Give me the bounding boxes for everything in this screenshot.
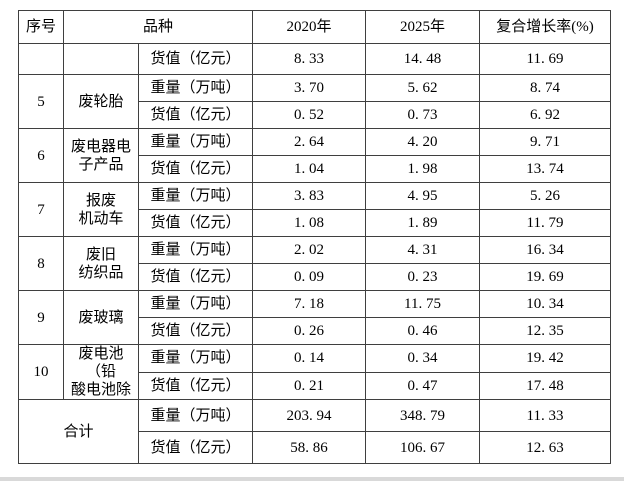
empty-serial-cell [18, 43, 64, 75]
cagr-cell: 12. 35 [479, 317, 612, 345]
cagr-cell: 16. 34 [479, 236, 612, 264]
measure-cell: 重量（万吨） [137, 74, 254, 102]
table-row-item7-weight: 7 报废 机动车 重量（万吨） 3. 83 4. 95 5. 26 [18, 182, 612, 237]
cagr-cell: 17. 48 [479, 371, 612, 400]
value-2020-cell: 8. 33 [252, 43, 367, 75]
header-2025: 2025年 [365, 10, 481, 44]
table-row-item10-weight: 10 废电池（铅 酸电池除 重量（万吨） 0. 14 0. 34 19. 42 [18, 344, 612, 400]
serial-cell: 6 [18, 128, 64, 183]
table-row-item5-weight: 5 废轮胎 重量（万吨） 3. 70 5. 62 8. 74 [18, 74, 612, 129]
recycling-forecast-table: 序号 品种 2020年 2025年 复合增长率(%) 货值（亿元） 8. 33 … [18, 10, 612, 464]
value-2020-cell: 0. 26 [252, 317, 367, 345]
value-2025-cell: 0. 23 [365, 263, 481, 291]
category-cell: 废旧 纺织品 [63, 236, 139, 291]
cagr-cell: 19. 42 [479, 344, 612, 373]
value-2020-cell: 0. 14 [252, 344, 367, 373]
table-row-item6-weight: 6 废电器电 子产品 重量（万吨） 2. 64 4. 20 9. 71 [18, 128, 612, 183]
table-row-total-value: 货值（亿元） 58. 86 106. 67 12. 63 [19, 431, 612, 464]
measure-cell: 货值（亿元） [137, 263, 254, 291]
value-2020-cell: 2. 02 [252, 236, 367, 264]
value-2025-cell: 0. 34 [365, 344, 481, 373]
table-row-item6-value: 货值（亿元） 1. 04 1. 98 13. 74 [19, 155, 612, 183]
value-2025-cell: 4. 95 [365, 182, 481, 210]
serial-cell: 9 [18, 290, 64, 345]
category-cell: 废玻璃 [63, 290, 139, 345]
value-2020-cell: 3. 83 [252, 182, 367, 210]
table-row-total-weight: 合计 重量（万吨） 203. 94 348. 79 11. 33 [18, 399, 612, 464]
value-2020-cell: 58. 86 [252, 431, 367, 464]
cagr-cell: 11. 69 [479, 43, 612, 75]
table-row-carryover: 货值（亿元） 8. 33 14. 48 11. 69 [18, 43, 612, 75]
header-variety: 品种 [62, 10, 254, 44]
value-2020-cell: 1. 08 [252, 209, 367, 237]
value-2020-cell: 0. 09 [252, 263, 367, 291]
serial-cell: 7 [18, 182, 64, 237]
cagr-cell: 10. 34 [479, 290, 612, 318]
measure-cell: 货值（亿元） [137, 371, 254, 400]
cagr-cell: 13. 74 [479, 155, 612, 183]
category-cell: 废电池（铅 酸电池除 [63, 344, 139, 400]
table-row-item10-value: 货值（亿元） 0. 21 0. 47 17. 48 [19, 371, 612, 400]
value-2025-cell: 4. 31 [365, 236, 481, 264]
table-row-item9-weight: 9 废玻璃 重量（万吨） 7. 18 11. 75 10. 34 [18, 290, 612, 345]
header-2020: 2020年 [252, 10, 367, 44]
value-2025-cell: 0. 47 [365, 371, 481, 400]
value-2020-cell: 0. 21 [252, 371, 367, 400]
measure-cell: 货值（亿元） [137, 317, 254, 345]
value-2025-cell: 0. 46 [365, 317, 481, 345]
value-2020-cell: 2. 64 [252, 128, 367, 156]
value-2020-cell: 3. 70 [252, 74, 367, 102]
table-row-item7-value: 货值（亿元） 1. 08 1. 89 11. 79 [19, 209, 612, 237]
value-2020-cell: 203. 94 [252, 399, 367, 432]
measure-cell: 货值（亿元） [137, 209, 254, 237]
value-2020-cell: 1. 04 [252, 155, 367, 183]
serial-cell: 8 [18, 236, 64, 291]
measure-cell: 重量（万吨） [137, 182, 254, 210]
cagr-cell: 11. 79 [479, 209, 612, 237]
table-row-item9-value: 货值（亿元） 0. 26 0. 46 12. 35 [19, 317, 612, 345]
measure-cell: 货值（亿元） [137, 431, 254, 464]
header-cagr: 复合增长率(%) [479, 10, 612, 44]
measure-cell: 重量（万吨） [137, 344, 254, 373]
measure-cell: 货值（亿元） [137, 101, 254, 129]
cagr-cell: 12. 63 [479, 431, 612, 464]
value-2025-cell: 348. 79 [365, 399, 481, 432]
value-2025-cell: 5. 62 [365, 74, 481, 102]
empty-category-cell [63, 43, 139, 75]
header-serial: 序号 [18, 10, 64, 44]
value-2020-cell: 7. 18 [252, 290, 367, 318]
value-2025-cell: 1. 98 [365, 155, 481, 183]
serial-cell: 5 [18, 74, 64, 129]
cagr-cell: 5. 26 [479, 182, 612, 210]
cagr-cell: 9. 71 [479, 128, 612, 156]
measure-cell: 重量（万吨） [137, 236, 254, 264]
table-row-item5-value: 货值（亿元） 0. 52 0. 73 6. 92 [19, 101, 612, 129]
category-cell: 废轮胎 [63, 74, 139, 129]
serial-cell: 10 [18, 344, 64, 400]
value-2025-cell: 11. 75 [365, 290, 481, 318]
category-cell: 废电器电 子产品 [63, 128, 139, 183]
table-row-item8-value: 货值（亿元） 0. 09 0. 23 19. 69 [19, 263, 612, 291]
total-label-cell: 合计 [18, 399, 139, 464]
cagr-cell: 8. 74 [479, 74, 612, 102]
value-2025-cell: 14. 48 [365, 43, 481, 75]
value-2025-cell: 1. 89 [365, 209, 481, 237]
window-bottom-edge [0, 477, 624, 481]
cagr-cell: 19. 69 [479, 263, 612, 291]
measure-cell: 重量（万吨） [137, 290, 254, 318]
cagr-cell: 11. 33 [479, 399, 612, 432]
measure-cell: 重量（万吨） [137, 128, 254, 156]
value-2020-cell: 0. 52 [252, 101, 367, 129]
measure-cell: 货值（亿元） [137, 155, 254, 183]
cagr-cell: 6. 92 [479, 101, 612, 129]
category-cell: 报废 机动车 [63, 182, 139, 237]
measure-cell: 货值（亿元） [137, 43, 254, 75]
table-row-item8-weight: 8 废旧 纺织品 重量（万吨） 2. 02 4. 31 16. 34 [18, 236, 612, 291]
value-2025-cell: 4. 20 [365, 128, 481, 156]
value-2025-cell: 106. 67 [365, 431, 481, 464]
table-header-row: 序号 品种 2020年 2025年 复合增长率(%) [18, 10, 612, 44]
measure-cell: 重量（万吨） [137, 399, 254, 432]
value-2025-cell: 0. 73 [365, 101, 481, 129]
